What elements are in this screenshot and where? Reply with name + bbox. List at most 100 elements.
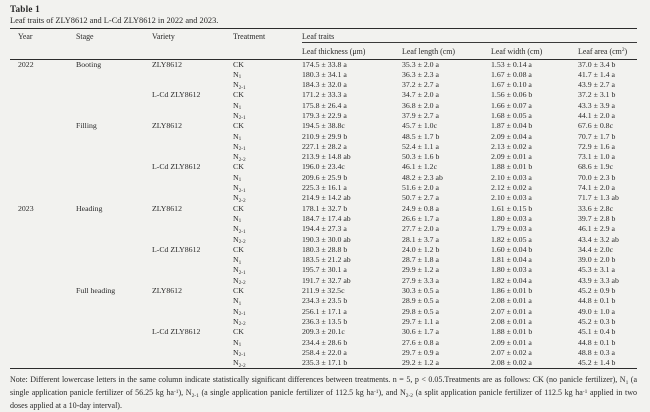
cell-leaf-width: 2.08 ± 0.02 a bbox=[491, 358, 532, 368]
cell-leaf-width: 1.67 ± 0.08 a bbox=[491, 69, 532, 79]
cell-leaf-area: 49.0 ± 1.0 a bbox=[578, 306, 615, 316]
cell-treatment: N1 bbox=[233, 131, 242, 142]
table-row: 2023 Heading ZLY8612 CK 178.1 ± 32.7 b 24.9 ±… bbox=[10, 204, 637, 214]
cell-leaf-area: 70.7 ± 1.7 b bbox=[578, 131, 616, 141]
cell-leaf-thickness: 196.0 ± 23.4c bbox=[302, 162, 345, 172]
cell-variety bbox=[152, 132, 233, 142]
cell-stage: Heading bbox=[76, 203, 103, 213]
cell-leaf-width: 2.10 ± 0.03 a bbox=[491, 193, 532, 203]
table-row: N2-2 236.3 ± 13.5 b 29.7 ± 1.1 a 2.08 ± 0.0… bbox=[10, 317, 637, 327]
cell-leaf-area: 48.8 ± 0.3 a bbox=[578, 347, 615, 357]
cell-leaf-length: 29.9 ± 1.2 a bbox=[402, 265, 439, 275]
cell-treatment: N1 bbox=[233, 172, 242, 184]
cell-leaf-length: 24.0 ± 1.2 b bbox=[402, 244, 440, 254]
cell-treatment: N2-2 bbox=[233, 316, 246, 328]
cell-leaf-length: 35.3 ± 2.0 a bbox=[402, 59, 439, 69]
cell-variety bbox=[152, 142, 233, 152]
cell-variety: ZLY8612 bbox=[152, 121, 182, 131]
cell-leaf-length: 48.5 ± 1.7 b bbox=[402, 131, 440, 141]
cell-leaf-thickness: 210.9 ± 29.9 b bbox=[302, 131, 348, 141]
column-group-leaf-traits: Leaf traits bbox=[302, 28, 638, 43]
cell-leaf-width: 1.68 ± 0.05 a bbox=[491, 110, 532, 120]
table-row: Filling ZLY8612 CK 194.5 ± 38.8c 45.7 ± 1.0c… bbox=[10, 121, 637, 131]
cell-leaf-length: 29.7 ± 0.9 a bbox=[402, 347, 439, 357]
table-row: L-Cd ZLY8612 CK 171.2 ± 33.3 a 34.7 ± 2.0 a… bbox=[10, 90, 637, 100]
cell-stage bbox=[76, 358, 152, 369]
cell-treatment: N2-1 bbox=[233, 80, 246, 91]
cell-leaf-area: 74.1 ± 2.0 a bbox=[578, 183, 615, 193]
cell-stage: Booting bbox=[76, 59, 102, 69]
cell-leaf-width: 2.10 ± 0.03 a bbox=[491, 172, 532, 182]
cell-leaf-width: 1.53 ± 0.14 a bbox=[491, 59, 532, 69]
cell-year bbox=[10, 255, 76, 265]
cell-leaf-width: 1.60 ± 0.04 b bbox=[491, 244, 533, 254]
cell-variety: ZLY8612 bbox=[152, 203, 182, 213]
cell-leaf-width: 1.79 ± 0.03 a bbox=[491, 224, 532, 234]
cell-stage bbox=[76, 70, 152, 80]
cell-leaf-thickness: 175.8 ± 26.4 a bbox=[302, 100, 347, 110]
cell-variety bbox=[152, 265, 233, 275]
cell-leaf-area: 43.3 ± 3.9 a bbox=[578, 100, 615, 110]
cell-year bbox=[10, 296, 76, 306]
cell-year bbox=[10, 338, 76, 348]
cell-leaf-width: 2.07 ± 0.02 a bbox=[491, 347, 532, 357]
table-row: N2-1 194.4 ± 27.3 a 27.7 ± 2.0 a 1.79 ± 0.0… bbox=[10, 224, 637, 234]
cell-leaf-width: 1.82 ± 0.04 a bbox=[491, 275, 532, 285]
cell-leaf-area: 44.8 ± 0.1 b bbox=[578, 337, 616, 347]
cell-leaf-area: 45.2 ± 0.9 b bbox=[578, 286, 616, 296]
cell-leaf-width: 1.61 ± 0.15 b bbox=[491, 203, 533, 213]
cell-variety: L-Cd ZLY8612 bbox=[152, 327, 201, 337]
cell-leaf-thickness: 194.5 ± 38.8c bbox=[302, 121, 345, 131]
cell-treatment: N2-2 bbox=[233, 152, 246, 163]
cell-stage bbox=[76, 245, 152, 255]
cell-stage bbox=[76, 348, 152, 358]
cell-leaf-area: 45.2 ± 0.3 b bbox=[578, 316, 616, 326]
cell-leaf-length: 24.9 ± 0.8 a bbox=[402, 203, 439, 213]
cell-year bbox=[10, 142, 76, 152]
cell-leaf-thickness: 256.1 ± 17.1 a bbox=[302, 306, 347, 316]
table-row: N1 210.9 ± 29.9 b 48.5 ± 1.7 b 2.09 ± 0.04 … bbox=[10, 132, 637, 142]
cell-year bbox=[10, 70, 76, 80]
table-row: N2-2 190.3 ± 30.0 ab 28.1 ± 3.7 a 1.82 ± 0.… bbox=[10, 235, 637, 245]
cell-leaf-thickness: 194.4 ± 27.3 a bbox=[302, 224, 347, 234]
cell-treatment: N2-2 bbox=[233, 358, 246, 369]
table-row: N2-1 184.3 ± 32.0 a 37.2 ± 2.7 a 1.67 ± 0.1… bbox=[10, 80, 637, 90]
cell-leaf-length: 29.8 ± 0.5 a bbox=[402, 306, 439, 316]
cell-leaf-area: 72.9 ± 1.6 a bbox=[578, 141, 615, 151]
cell-stage bbox=[76, 162, 152, 172]
cell-leaf-length: 37.9 ± 2.7 a bbox=[402, 110, 439, 120]
cell-leaf-width: 1.88 ± 0.01 b bbox=[491, 327, 533, 337]
cell-leaf-thickness: 211.9 ± 32.5c bbox=[302, 286, 345, 296]
cell-variety bbox=[152, 173, 233, 183]
cell-leaf-width: 2.09 ± 0.01 a bbox=[491, 152, 532, 162]
cell-leaf-area: 45.1 ± 0.4 b bbox=[578, 327, 616, 337]
table-row: N1 234.3 ± 23.5 b 28.9 ± 0.5 a 2.08 ± 0.01 … bbox=[10, 296, 637, 306]
cell-treatment: N2-1 bbox=[233, 306, 246, 317]
cell-stage bbox=[76, 296, 152, 306]
header-row-sub: Leaf thickness (μm) Leaf length (cm) Lea… bbox=[10, 42, 638, 60]
cell-treatment: N2-1 bbox=[233, 183, 246, 194]
cell-leaf-length: 29.7 ± 1.1 a bbox=[402, 316, 439, 326]
column-header-leaf-area: Leaf area (cm2) bbox=[578, 42, 638, 60]
cell-variety bbox=[152, 152, 233, 162]
cell-leaf-length: 48.2 ± 2.3 ab bbox=[402, 172, 443, 182]
cell-leaf-area: 37.2 ± 3.1 b bbox=[578, 90, 616, 100]
cell-leaf-width: 1.81 ± 0.04 a bbox=[491, 255, 532, 265]
cell-leaf-length: 45.7 ± 1.0c bbox=[402, 121, 438, 131]
cell-stage bbox=[76, 132, 152, 142]
cell-leaf-area: 44.1 ± 2.0 a bbox=[578, 110, 615, 120]
cell-leaf-thickness: 234.4 ± 28.6 b bbox=[302, 337, 348, 347]
cell-stage: Filling bbox=[76, 121, 97, 131]
cell-variety: ZLY8612 bbox=[152, 286, 182, 296]
cell-treatment: N2-1 bbox=[233, 265, 246, 276]
cell-leaf-width: 2.08 ± 0.01 a bbox=[491, 296, 532, 306]
cell-leaf-width: 2.07 ± 0.01 a bbox=[491, 306, 532, 316]
cell-treatment: N2-1 bbox=[233, 141, 246, 153]
table-row: N1 175.8 ± 26.4 a 36.8 ± 2.0 a 1.66 ± 0.07 … bbox=[10, 101, 637, 111]
cell-leaf-area: 71.7 ± 1.3 ab bbox=[578, 193, 619, 203]
table-body: 2022 Booting ZLY8612 CK 174.5 ± 33.8 a 35.3 ±… bbox=[10, 59, 637, 369]
cell-leaf-area: 45.2 ± 1.4 b bbox=[578, 358, 616, 368]
cell-treatment: CK bbox=[233, 121, 244, 131]
cell-treatment: N2-2 bbox=[233, 275, 246, 287]
cell-leaf-thickness: 234.3 ± 23.5 b bbox=[302, 296, 348, 306]
